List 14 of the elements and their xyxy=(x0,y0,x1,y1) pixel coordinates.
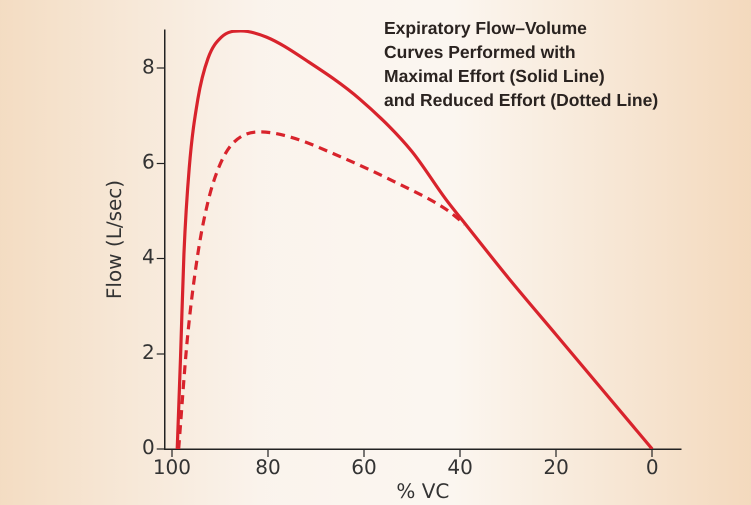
y-tick-label: 0 xyxy=(142,435,155,460)
y-tick-label: 2 xyxy=(142,340,155,364)
x-tick-label: 60 xyxy=(351,455,377,480)
x-tick-label: 40 xyxy=(447,455,473,480)
y-axis-title: Flow (L/sec) xyxy=(102,180,126,300)
y-tick-label: 4 xyxy=(142,244,155,269)
text: Expiratory Flow–Volume Curves Performed with Maximal Effort (Solid Line) and Reduced Effort (Dotted Line) xyxy=(384,17,660,112)
x-tick-label: 20 xyxy=(543,455,569,480)
x-tick-label: 100 xyxy=(152,455,192,480)
x-axis-title: % VC xyxy=(396,479,450,504)
x-tick-label: 80 xyxy=(255,455,281,480)
y-tick-label: 8 xyxy=(142,54,155,78)
x-tick-label: 0 xyxy=(646,455,659,480)
y-tick-label: 6 xyxy=(142,150,155,174)
